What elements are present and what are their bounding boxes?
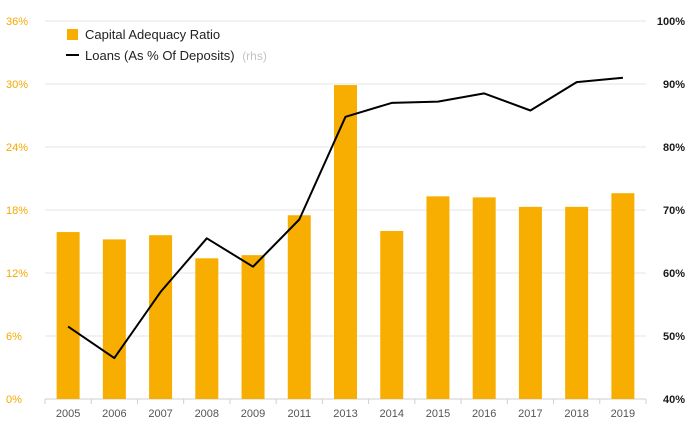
right-axis: 40% 50% 60% 70% 80% 90% 100%: [657, 16, 685, 406]
left-tick-label: 12%: [6, 268, 28, 280]
bar: [287, 215, 311, 399]
legend-suffix: (rhs): [242, 49, 267, 63]
x-tick-label: 2017: [518, 408, 542, 420]
legend: Capital Adequacy Ratio Loans (As % Of De…: [66, 27, 267, 63]
left-tick-label: 30%: [6, 79, 28, 91]
right-tick-label: 70%: [663, 205, 685, 217]
x-tick-label: 2005: [56, 408, 80, 420]
legend-swatch-bar: [67, 29, 78, 40]
right-tick-label: 50%: [663, 331, 685, 343]
left-tick-label: 36%: [6, 16, 28, 28]
bar: [472, 197, 496, 399]
x-tick-label: 2014: [379, 408, 403, 420]
bar: [426, 196, 450, 399]
bar: [195, 258, 219, 399]
right-tick-label: 40%: [663, 394, 685, 406]
bar: [56, 232, 80, 399]
left-axis: 0% 6% 12% 18% 24% 30% 36%: [6, 16, 28, 406]
x-tick-label: 2008: [195, 408, 219, 420]
line-series: [67, 76, 623, 360]
bar: [611, 193, 635, 399]
x-tick-label: 2006: [102, 408, 126, 420]
left-tick-label: 0%: [6, 394, 22, 406]
left-tick-label: 18%: [6, 205, 28, 217]
bar: [241, 255, 265, 399]
left-tick-label: 6%: [6, 331, 22, 343]
x-axis: 2005 2006 2007 2008 2009 2011 2013 2014 2015 2016…: [44, 399, 647, 420]
x-tick-label: 2019: [611, 408, 635, 420]
bar: [149, 235, 173, 399]
x-tick-label: 2015: [426, 408, 450, 420]
x-tick-label: 2007: [148, 408, 172, 420]
right-tick-label: 80%: [663, 142, 685, 154]
right-tick-label: 100%: [657, 16, 685, 28]
left-tick-label: 24%: [6, 142, 28, 154]
bar: [518, 206, 542, 399]
bar: [334, 85, 357, 400]
bar: [380, 231, 404, 399]
right-tick-label: 60%: [663, 268, 685, 280]
x-tick-label: 2013: [333, 408, 357, 420]
bar: [565, 206, 589, 399]
legend-label-line-text: Loans (As % Of Deposits): [85, 48, 235, 63]
legend-label-line: Loans (As % Of Deposits) (rhs): [85, 48, 267, 63]
x-tick-label: 2018: [564, 408, 588, 420]
bar: [102, 239, 126, 399]
bar-series: [56, 85, 635, 400]
x-tick-label: 2011: [287, 408, 311, 420]
right-tick-label: 90%: [663, 79, 685, 91]
x-tick-label: 2009: [241, 408, 265, 420]
x-tick-label: 2016: [472, 408, 496, 420]
legend-label-bar: Capital Adequacy Ratio: [85, 27, 220, 42]
